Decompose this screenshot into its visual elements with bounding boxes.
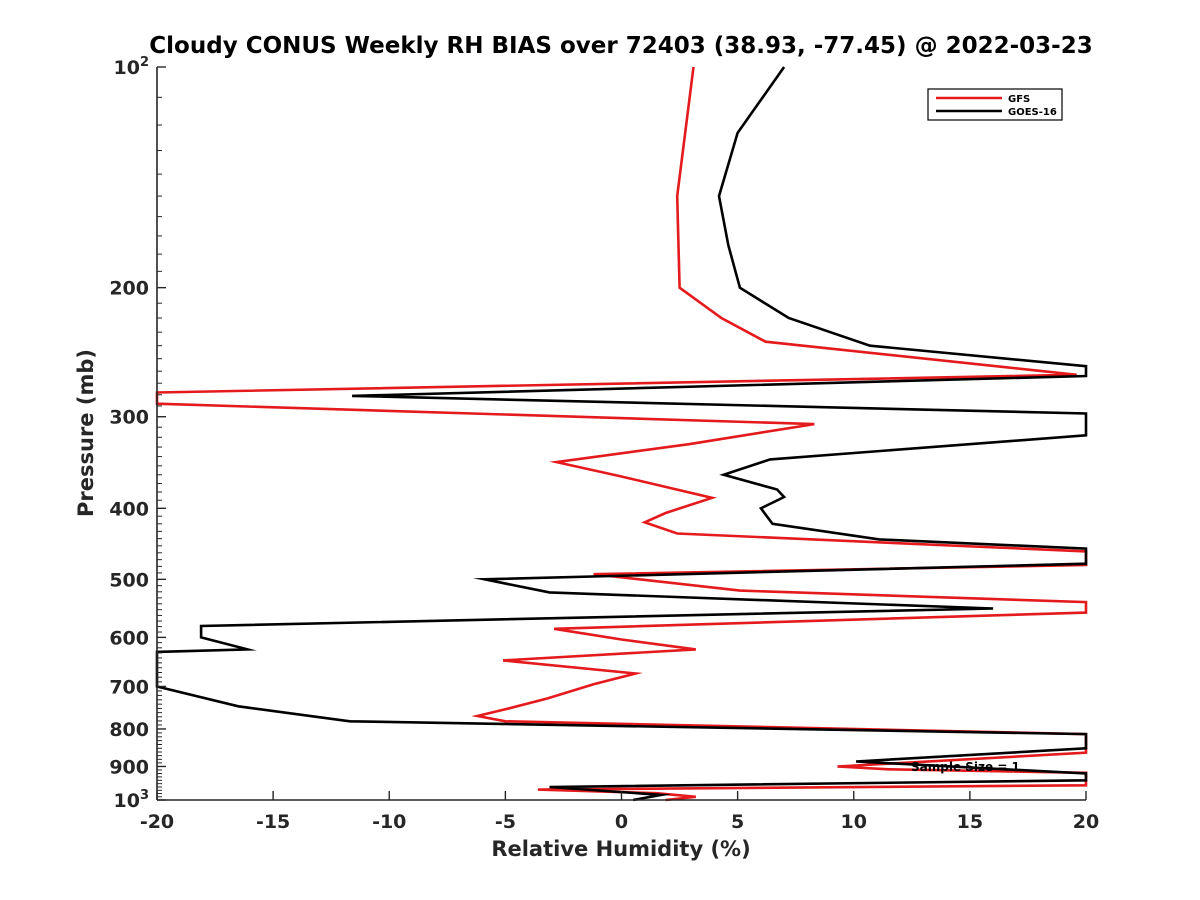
x-tick-label: 20 [1073,811,1099,833]
plot-background [157,67,1086,800]
x-tick-label: 5 [731,811,744,833]
y-tick-label: 200 [109,278,149,300]
x-tick-label: -15 [256,811,290,833]
y-tick-label: 900 [109,756,149,778]
y-axis-label: Pressure (mb) [74,349,98,517]
legend-box [927,88,1063,121]
x-tick-label: -5 [495,811,516,833]
y-tick-label: 400 [109,498,149,520]
y-tick-label: 500 [109,569,149,591]
y-tick-label: 600 [109,627,149,649]
y-tick-label: 300 [109,407,149,429]
y-tick-label: 700 [109,676,149,698]
x-tick-label: 0 [615,811,628,833]
y-tick-label: 800 [109,719,149,741]
y-tick-label: 102 [114,55,150,79]
legend: GFS GOES-16 [927,88,1063,121]
legend-label-gfs: GFS [1008,94,1030,105]
sample-size-annotation: Sample Size = 1 [911,760,1020,774]
x-tick-label: 15 [957,811,983,833]
y-tick-label: 103 [114,788,150,812]
x-tick-label: -10 [372,811,406,833]
chart-title: Cloudy CONUS Weekly RH BIAS over 72403 (… [149,33,1092,59]
y-ticks: 102 200 300 400 500 600 700 800 900 103 [109,55,166,812]
series-line-goes-16 [155,66,1088,802]
legend-label-goes-16: GOES-16 [1008,107,1057,118]
x-tick-label: 10 [841,811,867,833]
x-ticks: -20 -15 -10 -5 0 5 10 15 20 [140,791,1099,833]
x-axis-label: Relative Humidity (%) [491,837,750,861]
x-tick-label: -20 [140,811,174,833]
